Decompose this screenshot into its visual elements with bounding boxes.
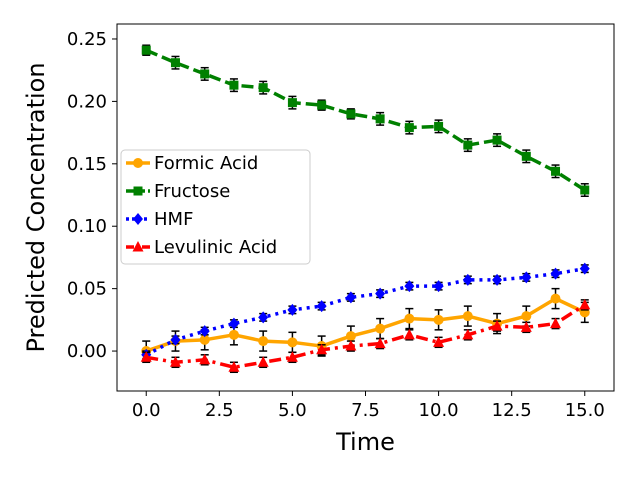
data-point	[199, 325, 210, 338]
data-point	[375, 323, 386, 334]
legend-marker	[132, 241, 144, 252]
data-point	[228, 329, 239, 340]
data-point	[462, 328, 474, 340]
y-tick-label: 0.00	[67, 341, 107, 362]
y-tick-label: 0.15	[67, 154, 107, 175]
x-tick-label: 2.5	[205, 400, 234, 421]
data-point	[521, 311, 532, 322]
legend-items: Formic Acid Fructose HMF Levulinic Acid	[126, 153, 277, 258]
x-tick-label: 0.0	[132, 400, 161, 421]
x-tick-label: 7.5	[351, 400, 380, 421]
legend-label: Formic Acid	[154, 153, 258, 174]
data-point	[141, 45, 151, 55]
x-axis: 0.0 2.5 5.0 7.5 10.0 12.5 15.0	[132, 391, 605, 421]
legend-label: Levulinic Acid	[154, 237, 277, 258]
plot-area	[140, 44, 591, 374]
series-line	[145, 266, 586, 357]
x-tick-label: 12.5	[492, 400, 532, 421]
data-point	[228, 317, 239, 330]
data-point	[433, 280, 444, 293]
data-point	[346, 109, 356, 119]
y-axis-title: Predicted Concentration	[22, 62, 50, 352]
legend-marker	[133, 213, 143, 225]
series-levulinic-acid	[140, 298, 591, 374]
x-tick-label: 15.0	[565, 400, 605, 421]
data-point	[550, 317, 562, 329]
data-point	[200, 69, 210, 79]
series-line	[145, 303, 586, 370]
data-point	[258, 83, 268, 93]
data-point	[345, 340, 357, 351]
data-point	[375, 114, 385, 124]
x-tick-label: 5.0	[278, 400, 307, 421]
data-point	[579, 298, 591, 310]
data-point	[286, 351, 298, 362]
data-point	[433, 336, 445, 347]
data-point	[199, 353, 211, 365]
data-point	[316, 343, 328, 355]
data-point	[550, 267, 561, 280]
y-axis: 0.00 0.05 0.10 0.15 0.20 0.25	[67, 29, 117, 362]
data-point	[257, 356, 269, 367]
data-point	[550, 293, 561, 304]
y-tick-label: 0.05	[67, 279, 107, 300]
legend-box	[120, 149, 311, 265]
data-point	[403, 328, 415, 340]
data-point	[404, 123, 414, 133]
series-line	[145, 48, 586, 192]
data-point	[580, 185, 590, 195]
series-fructose	[141, 44, 590, 198]
data-point	[492, 135, 502, 145]
data-point	[404, 313, 415, 324]
data-point	[491, 320, 503, 331]
x-axis-title: Time	[335, 428, 395, 456]
data-point	[287, 98, 297, 108]
data-point	[287, 303, 298, 316]
legend-label: Fructose	[154, 181, 230, 202]
data-point	[345, 291, 356, 304]
data-point	[434, 121, 444, 131]
data-point	[404, 280, 415, 293]
legend: Formic Acid Fructose HMF Levulinic Acid	[120, 149, 311, 265]
data-point	[462, 311, 473, 322]
x-tick-label: 10.0	[419, 400, 459, 421]
series-hmf	[141, 262, 590, 361]
data-point	[199, 334, 210, 345]
data-point	[170, 333, 181, 346]
data-point	[520, 321, 532, 332]
data-point	[374, 337, 386, 349]
data-point	[287, 337, 298, 348]
data-point	[317, 100, 327, 110]
legend-marker	[133, 158, 143, 168]
data-point	[521, 151, 531, 161]
legend-label: HMF	[154, 209, 193, 230]
data-point	[258, 336, 269, 347]
series-formic-acid	[141, 287, 590, 362]
data-point	[579, 262, 590, 275]
data-point	[140, 351, 152, 362]
data-point	[169, 356, 181, 367]
data-point	[521, 271, 532, 284]
data-point	[170, 58, 180, 68]
legend-marker	[133, 186, 143, 196]
series-line	[145, 296, 586, 353]
data-point	[492, 273, 503, 286]
data-point	[316, 300, 327, 313]
data-point	[258, 311, 269, 324]
data-point	[462, 273, 473, 286]
data-point	[229, 80, 239, 90]
y-tick-label: 0.25	[67, 29, 107, 50]
y-tick-label: 0.10	[67, 216, 107, 237]
data-point	[463, 140, 473, 150]
y-tick-label: 0.20	[67, 91, 107, 112]
data-point	[228, 361, 240, 372]
data-point	[345, 331, 356, 342]
data-point	[433, 314, 444, 325]
data-point	[375, 287, 386, 300]
data-point	[551, 166, 561, 176]
